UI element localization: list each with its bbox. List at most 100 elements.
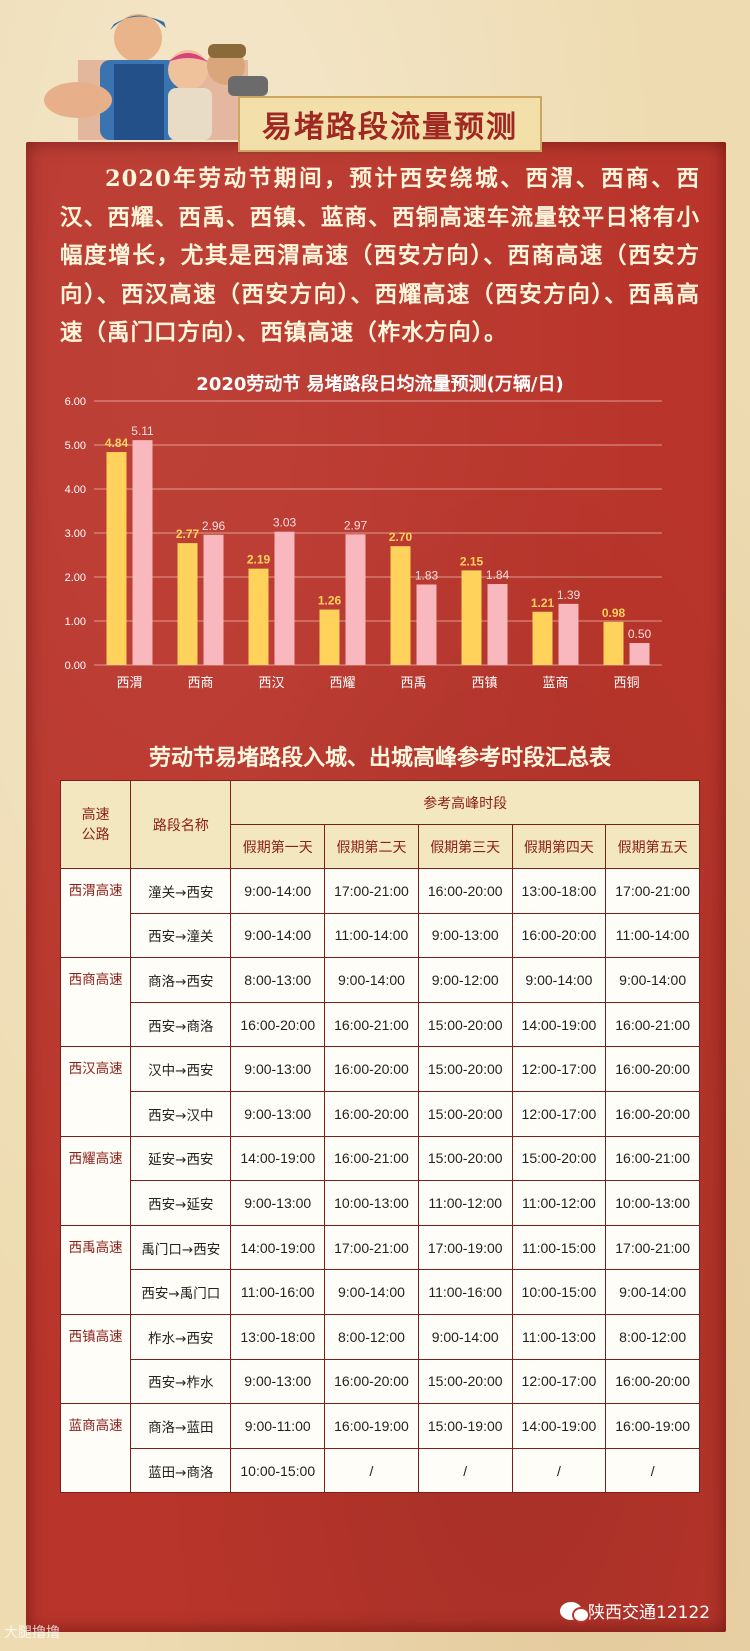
chart-title: 2020劳动节 易堵路段日均流量预测(万辆/日) (196, 374, 564, 395)
header-day-2: 假期第二天 (324, 824, 419, 869)
road-cell: 西安→汉中 (130, 1090, 232, 1137)
time-cell: 12:00-17:00 (511, 1090, 607, 1137)
y-tick-label: 0.00 (65, 660, 86, 672)
time-cell: 15:00-20:00 (417, 1358, 513, 1405)
time-cell: 11:00-15:00 (511, 1224, 607, 1271)
bar (532, 611, 553, 665)
table-row: 西安→潼关 9:00-14:00 11:00-14:00 9:00-13:00 16:0… (61, 912, 700, 959)
wechat-icon (560, 1601, 590, 1623)
time-cell: 8:00-12:00 (605, 1313, 700, 1360)
time-cell: 14:00-19:00 (511, 1403, 607, 1449)
time-cell: 9:00-13:00 (230, 1180, 326, 1226)
data-label: 1.26 (318, 594, 342, 608)
data-label: 3.03 (273, 516, 297, 530)
time-cell: 16:00-20:00 (324, 1046, 419, 1092)
bar (345, 534, 366, 665)
time-cell: 15:00-20:00 (417, 1090, 513, 1137)
x-tick-label: 西禹 (400, 676, 426, 691)
time-cell: 9:00-14:00 (324, 957, 419, 1003)
data-label: 0.50 (628, 627, 652, 641)
time-cell: 15:00-20:00 (417, 1001, 513, 1048)
time-cell: 16:00-20:00 (417, 868, 513, 914)
time-cell: 16:00-20:00 (605, 1046, 700, 1092)
data-label: 2.77 (176, 527, 200, 541)
time-cell: 13:00-18:00 (511, 868, 607, 914)
time-cell: 9:00-14:00 (511, 957, 607, 1003)
watermark-right: 陕西交通12122 (560, 1598, 710, 1623)
time-cell: 17:00-21:00 (605, 1224, 700, 1271)
time-cell: 16:00-19:00 (605, 1403, 700, 1449)
table-row: 西耀高速 延安→西安 14:00-19:00 16:00-21:00 15:00-20:… (59, 1135, 700, 1226)
table-row: 西汉高速 汉中→西安 9:00-13:00 16:00-20:00 15:00-20:0… (59, 1046, 700, 1137)
header-day-4: 假期第四天 (511, 824, 607, 869)
time-cell: 9:00-13:00 (417, 912, 513, 959)
highway-cell: 西渭高速 (59, 867, 132, 959)
time-cell: 14:00-19:00 (511, 1001, 607, 1048)
table-title: 劳动节易堵路段入城、出城高峰参考时段汇总表 (148, 745, 611, 771)
bar (106, 452, 127, 665)
table-row: 西安→柞水 9:00-13:00 16:00-20:00 15:00-20:00 12:… (61, 1358, 700, 1405)
data-label: 0.98 (602, 606, 626, 620)
data-label: 2.96 (202, 519, 226, 533)
time-cell: 15:00-20:00 (417, 1135, 513, 1182)
time-cell: 9:00-14:00 (230, 912, 326, 959)
bar (558, 603, 579, 665)
bar (248, 568, 269, 665)
time-cell: 16:00-20:00 (324, 1358, 419, 1405)
highway-cell: 西禹高速 (59, 1224, 132, 1315)
time-cell: 17:00-21:00 (324, 868, 419, 914)
table-row: 西安→禹门口 11:00-16:00 9:00-14:00 11:00-16:00 10… (61, 1269, 700, 1315)
time-cell: 11:00-14:00 (324, 912, 419, 959)
time-cell: 14:00-19:00 (230, 1224, 326, 1271)
time-cell: 11:00-12:00 (511, 1180, 607, 1226)
time-cell: 13:00-18:00 (230, 1313, 326, 1360)
road-cell: 汉中→西安 (130, 1046, 232, 1092)
x-tick-label: 西镇 (471, 676, 497, 691)
y-tick-label: 5.00 (65, 440, 86, 452)
road-cell: 商洛→蓝田 (130, 1403, 232, 1449)
time-cell: 8:00-13:00 (230, 957, 326, 1003)
time-cell: 15:00-19:00 (417, 1403, 513, 1449)
x-tick-label: 西汉 (258, 676, 284, 691)
time-cell: 9:00-13:00 (230, 1358, 326, 1405)
page-title: 易堵路段流量预测 (262, 110, 518, 145)
time-cell: 9:00-14:00 (324, 1269, 419, 1315)
time-cell: 9:00-13:00 (230, 1090, 326, 1137)
highway-cell: 西商高速 (59, 957, 132, 1048)
x-tick-label: 西渭 (116, 676, 142, 691)
data-label: 2.97 (344, 518, 368, 532)
data-label: 1.83 (415, 568, 439, 582)
bar (461, 570, 482, 665)
road-cell: 西安→商洛 (130, 1001, 232, 1048)
header-day-5: 假期第五天 (605, 824, 700, 869)
table-row: 西渭高速 潼关→西安 9:00-14:00 17:00-21:00 16:00-20:0… (59, 867, 700, 959)
time-cell: 16:00-20:00 (230, 1001, 326, 1048)
time-cell: 17:00-21:00 (605, 868, 700, 914)
time-cell: 11:00-16:00 (417, 1269, 513, 1315)
header-day-1: 假期第一天 (230, 824, 326, 869)
x-tick-label: 西铜 (613, 676, 639, 691)
time-cell: 10:00-13:00 (605, 1180, 700, 1226)
y-tick-label: 6.00 (65, 396, 86, 408)
bar (132, 440, 153, 665)
bar (274, 531, 295, 665)
time-cell: 16:00-20:00 (605, 1090, 700, 1137)
bar (416, 584, 437, 665)
time-cell: 16:00-21:00 (324, 1001, 419, 1048)
time-cell: / (417, 1447, 513, 1494)
x-tick-label: 蓝商 (542, 676, 568, 691)
bar (487, 584, 508, 665)
time-cell: 14:00-19:00 (230, 1135, 326, 1182)
time-cell: 10:00-15:00 (511, 1269, 607, 1315)
intro-paragraph: 2020年劳动节期间，预计西安绕城、西渭、西商、西汉、西耀、西禹、西镇、蓝商、西… (60, 166, 700, 346)
time-cell: 17:00-19:00 (417, 1224, 513, 1271)
time-cell: 11:00-14:00 (605, 912, 700, 959)
time-cell: 16:00-20:00 (324, 1090, 419, 1137)
header-day-3: 假期第三天 (417, 824, 513, 869)
table-row: 蓝田→商洛 10:00-15:00// / / (61, 1447, 700, 1494)
data-label: 4.84 (105, 436, 129, 450)
time-cell: 16:00-20:00 (511, 912, 607, 959)
time-cell: 12:00-17:00 (511, 1046, 607, 1092)
time-cell: 9:00-14:00 (605, 957, 700, 1003)
time-cell: 16:00-21:00 (605, 1001, 700, 1048)
